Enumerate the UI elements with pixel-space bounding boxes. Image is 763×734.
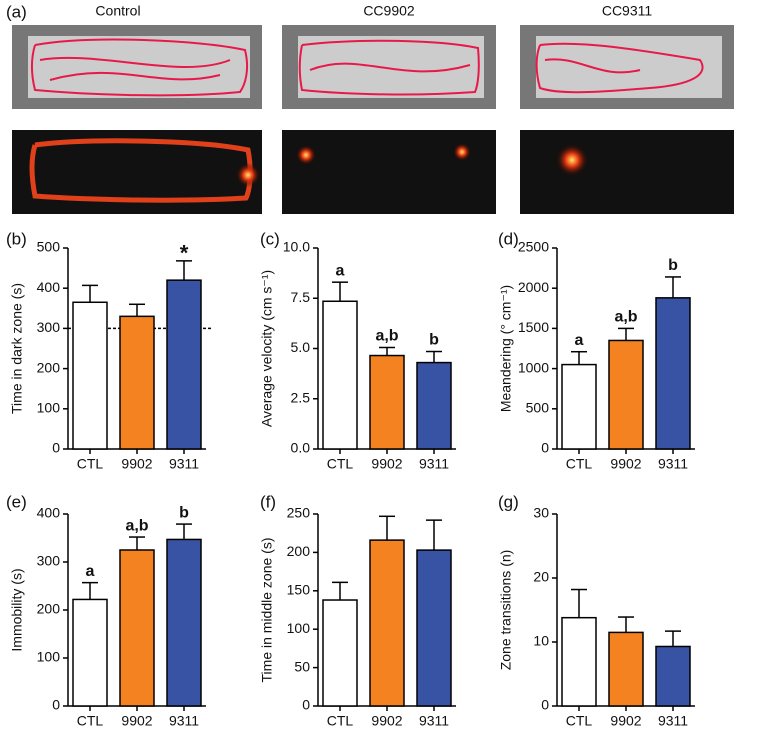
bar <box>72 301 108 450</box>
y-tick-label: 400 <box>37 279 61 295</box>
column-title: CC9902 <box>363 3 415 19</box>
y-tick-label: 200 <box>37 601 61 617</box>
x-tick-label: CTL <box>77 456 104 472</box>
x-tick-label: 9902 <box>610 456 641 472</box>
y-axis-label: Meandering (° cm⁻¹) <box>498 285 514 412</box>
panel-label: (b) <box>6 229 27 248</box>
y-tick-label: 1500 <box>518 319 549 335</box>
y-axis-label: Time in dark zone (s) <box>9 283 25 414</box>
y-tick-label: 7.5 <box>291 289 311 305</box>
y-tick-label: 0 <box>52 440 60 456</box>
bar-label: a,b <box>614 309 637 326</box>
y-tick-label: 0 <box>302 697 310 713</box>
bar-label: a <box>86 563 95 580</box>
y-tick-label: 500 <box>37 239 61 255</box>
y-tick-label: 2000 <box>518 279 549 295</box>
x-tick-label: 9902 <box>371 713 402 729</box>
y-axis-label: Immobility (s) <box>9 568 25 651</box>
x-tick-label: CTL <box>566 456 593 472</box>
bar <box>119 549 155 707</box>
bar-label: a <box>575 332 584 349</box>
bar-label: b <box>179 504 189 521</box>
bar-label: b <box>429 332 439 349</box>
bar <box>166 279 202 450</box>
bar <box>322 300 358 450</box>
x-tick-label: CTL <box>327 456 354 472</box>
y-tick-label: 0 <box>52 697 60 713</box>
x-tick-label: 9311 <box>169 713 199 729</box>
bar-label: a <box>336 262 345 279</box>
y-tick-label: 30 <box>533 505 549 521</box>
bar <box>369 539 405 707</box>
bar-label: a,b <box>375 328 398 345</box>
x-tick-label: 9902 <box>121 456 152 472</box>
panel-label: (e) <box>6 492 27 511</box>
y-tick-label: 200 <box>287 543 311 559</box>
x-tick-label: 9311 <box>419 713 449 729</box>
panel-label: (g) <box>498 492 519 511</box>
panel-label: (c) <box>260 229 280 248</box>
y-tick-label: 5.0 <box>291 339 311 355</box>
panel-label: (f) <box>260 492 276 511</box>
bar <box>416 549 452 707</box>
y-tick-label: 0 <box>541 440 549 456</box>
tracking-images <box>12 25 734 214</box>
x-tick-label: CTL <box>327 713 354 729</box>
y-tick-label: 10.0 <box>283 239 310 255</box>
y-axis-label: Average velocity (cm s⁻¹) <box>259 270 275 427</box>
y-tick-label: 100 <box>37 649 61 665</box>
x-tick-label: 9902 <box>610 713 641 729</box>
bar <box>416 361 452 450</box>
bar <box>561 363 597 450</box>
panel-label: (d) <box>498 229 519 248</box>
y-tick-label: 400 <box>37 505 61 521</box>
y-tick-label: 20 <box>533 569 549 585</box>
y-tick-label: 1000 <box>518 359 549 375</box>
bar-label: a,b <box>125 517 148 534</box>
bar <box>72 598 108 707</box>
bar <box>322 599 358 707</box>
x-tick-label: 9311 <box>419 456 449 472</box>
x-tick-label: CTL <box>566 713 593 729</box>
y-tick-label: 500 <box>526 400 550 416</box>
y-axis-label: Time in middle zone (s) <box>259 538 275 683</box>
bar <box>655 645 691 707</box>
y-axis-label: Zone transitions (n) <box>498 550 514 671</box>
y-tick-label: 0.0 <box>291 440 311 456</box>
bar <box>369 354 405 450</box>
y-tick-label: 300 <box>37 553 61 569</box>
x-tick-label: 9311 <box>169 456 199 472</box>
bar <box>166 538 202 707</box>
x-tick-label: 9902 <box>371 456 402 472</box>
bar-label: * <box>180 241 189 266</box>
y-tick-label: 100 <box>287 620 311 636</box>
x-tick-label: 9311 <box>658 456 688 472</box>
y-tick-label: 2500 <box>518 239 549 255</box>
bar <box>655 297 691 450</box>
y-tick-label: 100 <box>37 400 61 416</box>
y-tick-label: 0 <box>541 697 549 713</box>
y-tick-label: 150 <box>287 582 311 598</box>
column-title: CC9311 <box>602 3 653 19</box>
y-tick-label: 2.5 <box>291 389 311 405</box>
y-tick-label: 300 <box>37 319 61 335</box>
bar <box>561 616 597 707</box>
y-tick-label: 50 <box>294 658 310 674</box>
panel-label: (a) <box>6 2 27 21</box>
bar-label: b <box>668 257 678 274</box>
bar <box>608 631 644 707</box>
column-title: Control <box>95 3 140 19</box>
bar <box>608 339 644 450</box>
x-tick-label: CTL <box>77 713 104 729</box>
bar <box>119 315 155 450</box>
y-tick-label: 10 <box>533 633 549 649</box>
x-tick-label: 9902 <box>121 713 152 729</box>
y-tick-label: 250 <box>287 505 311 521</box>
y-tick-label: 200 <box>37 359 61 375</box>
x-tick-label: 9311 <box>658 713 688 729</box>
